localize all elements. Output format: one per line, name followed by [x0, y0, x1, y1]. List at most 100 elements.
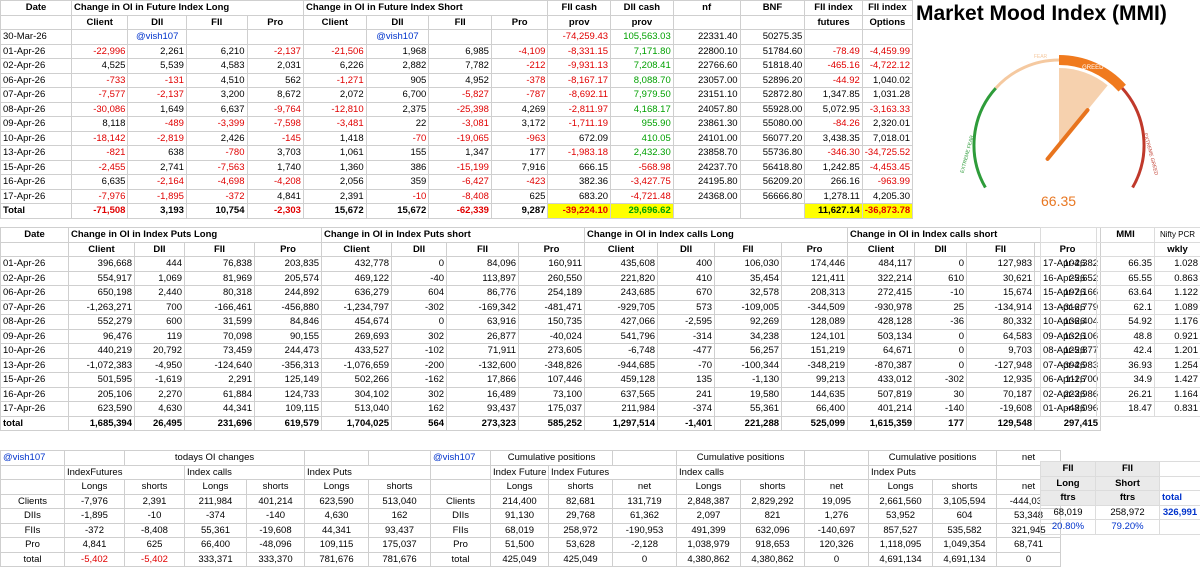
- table-cell: 68,019: [1040, 504, 1096, 520]
- table-cell: 203,835: [253, 256, 323, 272]
- table-row: 68,019 258,972 326,991: [1040, 504, 1200, 520]
- table-cell: -1,711.19: [547, 116, 612, 132]
- table-cell: -25,398: [428, 101, 492, 117]
- table-cell: -465.16: [804, 58, 863, 74]
- table-cell: 469,122: [321, 270, 393, 286]
- table-cell: -372: [64, 522, 125, 538]
- table-cell: [739, 203, 806, 219]
- table-cell: [1159, 461, 1200, 477]
- table-cell: 625: [124, 537, 185, 553]
- table-cell: 62.1: [1096, 299, 1155, 315]
- table-cell: 107,446: [518, 372, 586, 388]
- table-cell: 905: [365, 72, 430, 88]
- column-header: FII cash: [547, 0, 612, 16]
- table-cell: 454,674: [321, 314, 393, 330]
- table-cell: 174,446: [781, 256, 849, 272]
- table-cell: [428, 29, 492, 45]
- header-row: Date Change in OI in Future Index Long Cha…: [0, 0, 914, 16]
- table-cell: 260,550: [518, 270, 586, 286]
- table-row: 10-Apr-26 -18,142 -2,819 2,426 -145 1,418 -70-…: [0, 130, 914, 146]
- table-cell: 4,380,862: [676, 551, 742, 567]
- table-cell: 444: [134, 256, 185, 272]
- table-cell: -374: [657, 401, 716, 417]
- table-cell: 56418.80: [739, 159, 806, 175]
- table-cell: -4,721.48: [610, 188, 674, 204]
- table-cell: [185, 29, 248, 45]
- table-cell: 610: [914, 270, 968, 286]
- table-row: Clients -7,976 2,391 211,984 401,214 623,590 5…: [0, 493, 1062, 509]
- table-cell: 124,733: [253, 386, 323, 402]
- table-cell: 09-Apr-26: [0, 116, 73, 132]
- table-cell: [490, 29, 549, 45]
- table-row: total -5,402 -5,402 333,371 333,370 781,676 78…: [0, 551, 1062, 567]
- table-cell: 09-Apr-26: [1040, 328, 1097, 344]
- table-cell: 92,269: [714, 314, 783, 330]
- table-cell: 1,061: [302, 145, 367, 161]
- table-row: 15-Apr-26 -2,455 2,741 -7,563 1,740 1,360 386-…: [0, 159, 914, 175]
- table-cell: 30: [914, 386, 968, 402]
- table-cell: [1040, 227, 1097, 243]
- table-cell: -8,408: [428, 188, 492, 204]
- row-label: DIIs: [430, 508, 492, 524]
- table-cell: -302: [391, 299, 448, 315]
- table-cell: 55928.00: [739, 101, 806, 117]
- table-cell: -40: [391, 270, 448, 286]
- table-cell: 4,269: [490, 101, 549, 117]
- column-header: shorts: [932, 479, 998, 495]
- gauge-arc-extreme-greed: [1121, 87, 1146, 189]
- table-cell: -477: [657, 343, 716, 359]
- table-cell: 119: [134, 328, 185, 344]
- table-cell: -131: [127, 72, 187, 88]
- table-row: 02-Apr-26 4,525 5,539 4,583 2,031 6,226 2,882 7…: [0, 58, 914, 74]
- table-cell: 619,579: [253, 415, 323, 431]
- table-cell: 302: [391, 386, 448, 402]
- table-cell: [302, 29, 367, 45]
- table-cell: 6,700: [365, 87, 430, 103]
- table-cell: 2,056: [302, 174, 367, 190]
- column-header: Longs: [64, 479, 125, 495]
- table-cell: -944,685: [584, 357, 659, 373]
- table-cell: 670: [657, 285, 716, 301]
- column-header: Index calls: [183, 464, 306, 480]
- table-cell: 3,200: [185, 87, 248, 103]
- section-label: Cumulative positions: [868, 450, 998, 466]
- table-cell: 396,668: [68, 256, 135, 272]
- header-row: FII FII: [1040, 461, 1200, 477]
- column-header: FII: [185, 14, 248, 30]
- table-cell: 109,115: [304, 537, 370, 553]
- column-header: DII: [134, 241, 185, 257]
- table-cell: 02-Apr-26: [1040, 386, 1097, 402]
- table-cell: 01-Apr-26: [1040, 401, 1097, 417]
- table-cell: 410.05: [610, 130, 674, 146]
- table-row: 16-Apr-26 205,106 2,270 61,884 124,733 304,10…: [0, 386, 1102, 402]
- table-cell: [672, 203, 741, 219]
- column-header: FII: [714, 241, 783, 257]
- table-cell: 2,320.01: [861, 116, 914, 132]
- table-cell: 23151.10: [672, 87, 741, 103]
- row-label: Pro: [430, 537, 492, 553]
- table-cell: 1.164: [1154, 386, 1200, 402]
- table-cell: 06-Apr-26: [1040, 372, 1097, 388]
- table-cell: 17,866: [446, 372, 520, 388]
- table-cell: 604: [932, 508, 998, 524]
- table-cell: 19,095: [804, 493, 870, 509]
- table-cell: 124,101: [781, 328, 849, 344]
- table-cell: 16,489: [446, 386, 520, 402]
- column-header: Pro: [518, 241, 586, 257]
- table-cell: 23858.70: [672, 145, 741, 161]
- table-cell: 4,691,134: [868, 551, 934, 567]
- table-cell: -870,387: [847, 357, 916, 373]
- table-cell: -3,481: [302, 116, 367, 132]
- table-cell: 02-Apr-26: [0, 58, 73, 74]
- table-cell: -162: [391, 372, 448, 388]
- table-cell: -348,219: [781, 357, 849, 373]
- table-cell: -10: [914, 285, 968, 301]
- table-cell: -568.98: [610, 159, 674, 175]
- table-cell: 80,318: [184, 285, 255, 301]
- table-cell: -374: [184, 508, 247, 524]
- table-cell: 672.09: [547, 130, 612, 146]
- table-cell: 4,952: [428, 72, 492, 88]
- table-cell: 700: [134, 299, 185, 315]
- table-cell: -132,600: [446, 357, 520, 373]
- table-cell: 1,968: [365, 43, 430, 59]
